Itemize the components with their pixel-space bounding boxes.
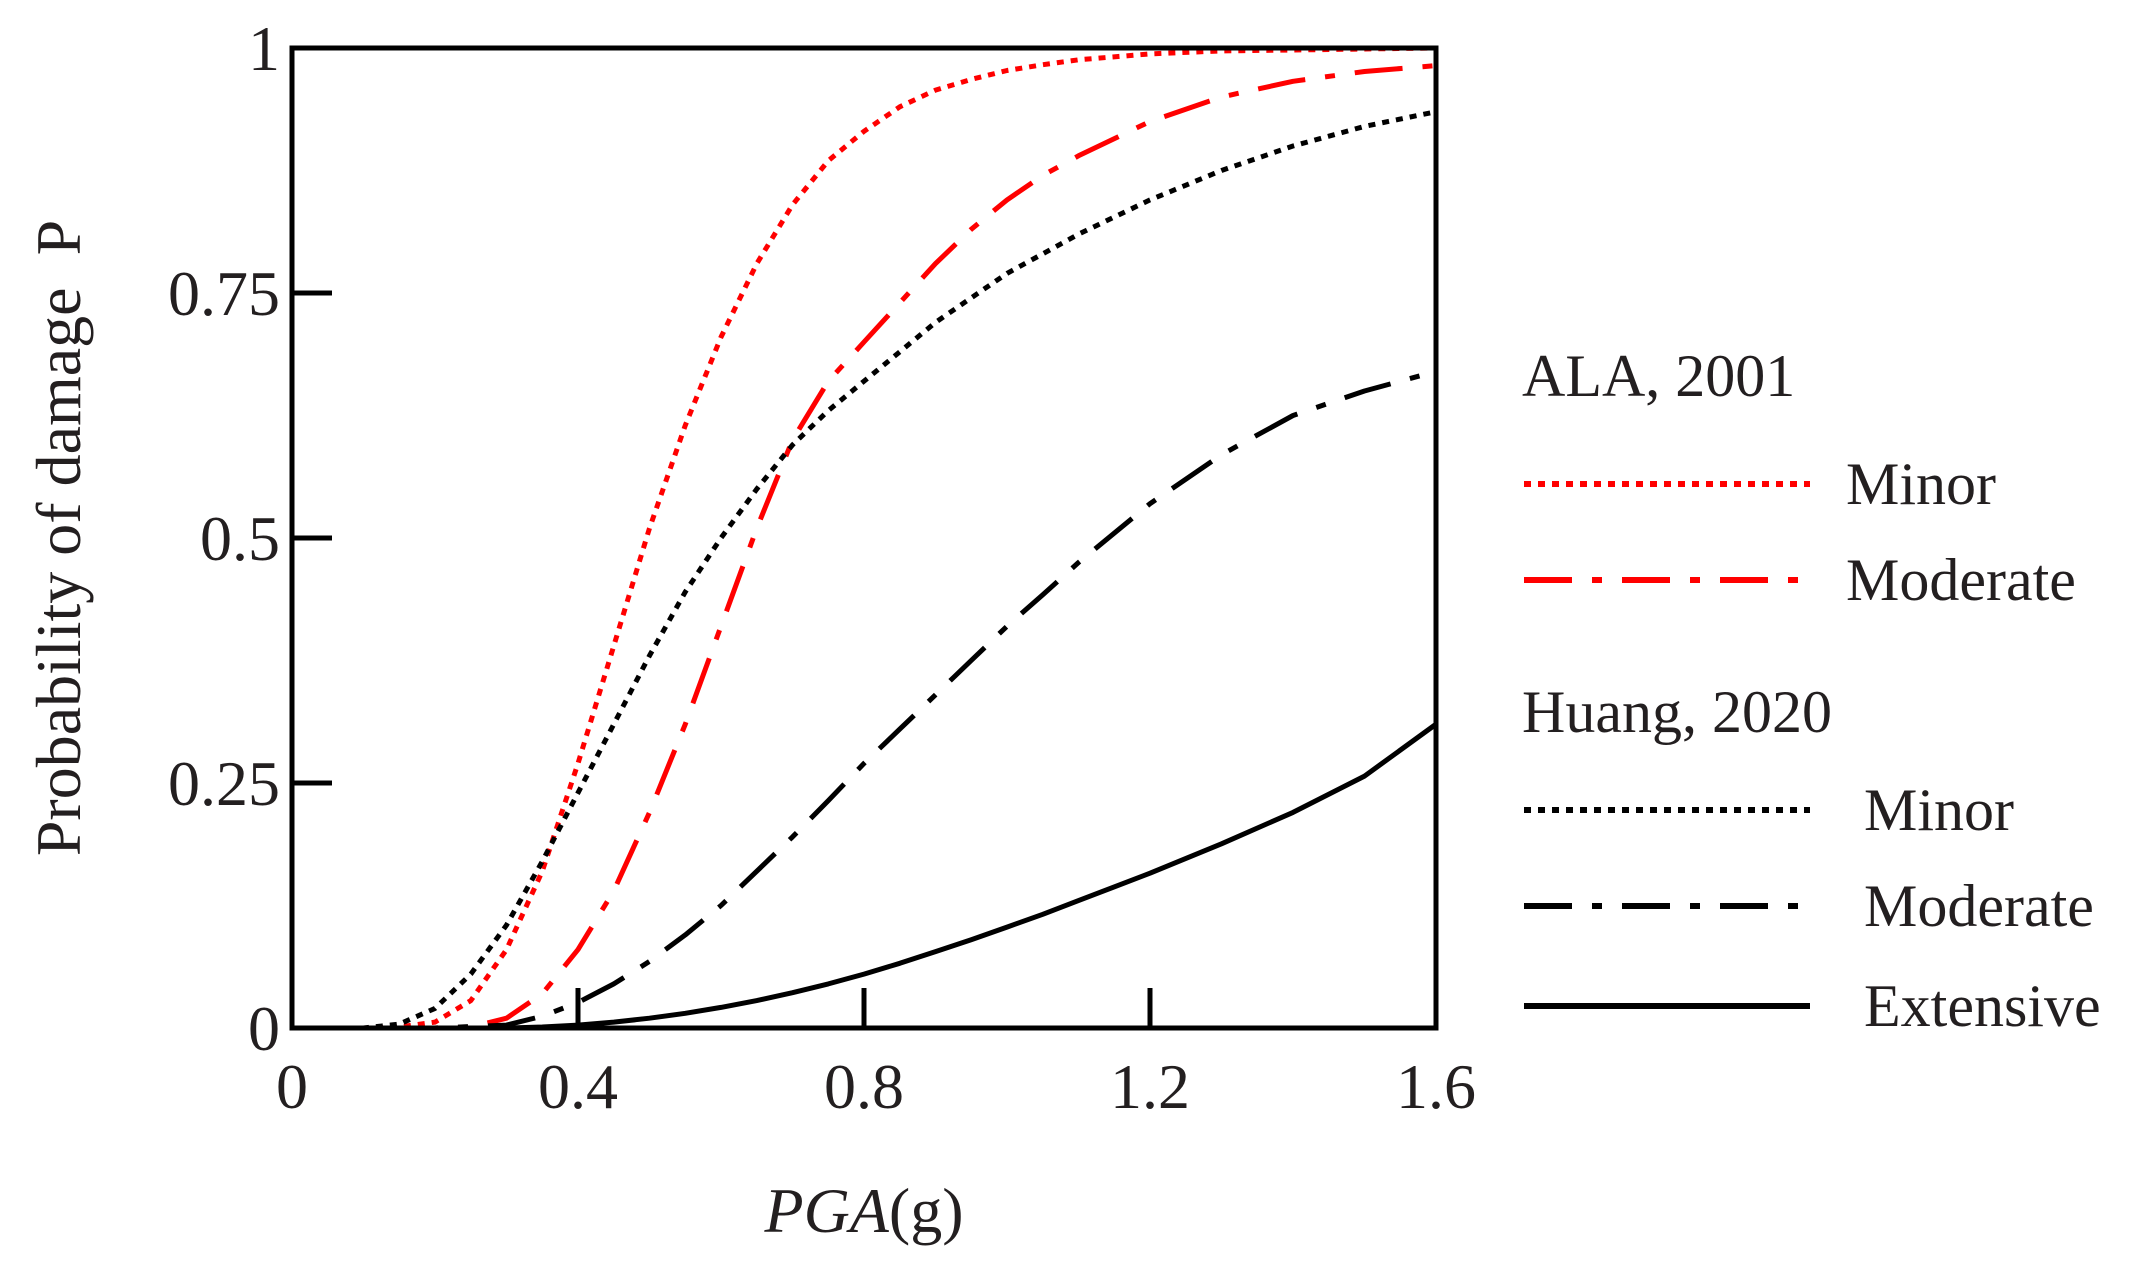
y-tick-label: 0 [248,993,280,1064]
series-ala-2001-moderate [292,63,1437,1031]
x-tick-label: 0.8 [824,1051,904,1122]
tick-layer: 0 0.4 0.8 1.2 1.6 0 0.25 0.5 0.75 1 [168,13,1476,1122]
legend-title-ala-2001: ALA, 2001 [1522,343,1795,409]
plot-frame [289,45,1439,1031]
legend-label-ala-2001-minor: Minor [1846,451,1996,517]
x-tick-label: 1.2 [1110,1051,1190,1122]
x-tick-label: 0.4 [538,1051,618,1122]
legend-label-huang-2020-extensive: Extensive [1864,973,2101,1039]
legend-title-huang-2020: Huang, 2020 [1522,679,1832,745]
legend-label-huang-2020-minor: Minor [1864,777,2014,843]
x-axis-title: PGA(g) [763,1175,963,1246]
legend-label-ala-2001-moderate: Moderate [1846,547,2076,613]
legend-label-huang-2020-moderate: Moderate [1864,873,2094,939]
series-ala-2001-minor [292,45,1437,1031]
y-tick-label: 1 [248,13,280,84]
series-layer [292,45,1438,1031]
x-tick-label: 1.6 [1396,1051,1476,1122]
x-axis-title-unit: (g) [889,1175,964,1246]
series-huang-2020-moderate [292,368,1437,1031]
series-huang-2020-extensive [292,722,1438,1031]
y-tick-label: 0.75 [168,258,280,329]
y-tick-label: 0.25 [168,748,280,819]
x-tick-label: 0 [276,1051,308,1122]
x-axis-title-italic: PGA [763,1175,889,1246]
y-tick-label: 0.5 [200,503,280,574]
series-huang-2020-minor [292,109,1437,1031]
y-axis-title: Probability of damage P [23,220,94,856]
